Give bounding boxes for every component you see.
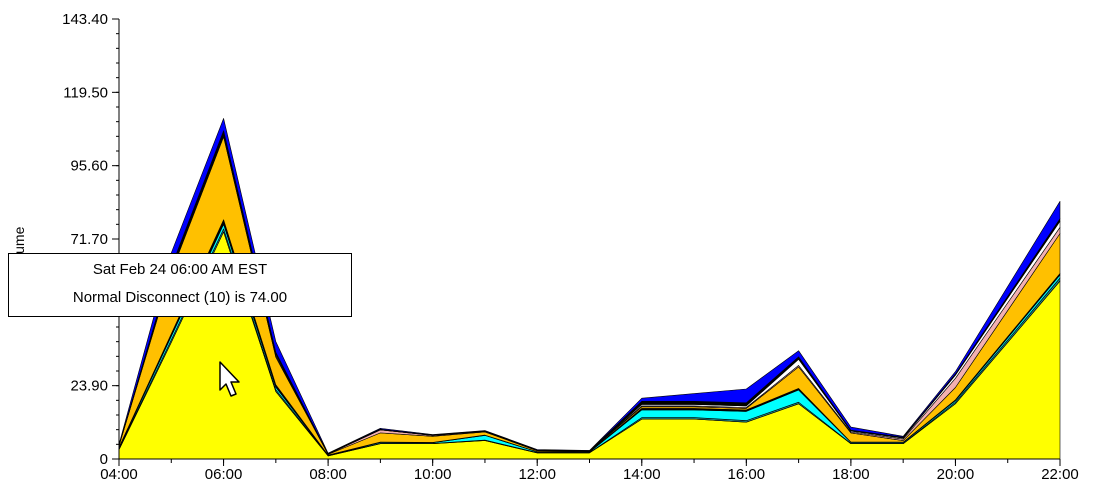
x-tick-label: 04:00: [100, 466, 138, 483]
x-tick-label: 10:00: [414, 466, 452, 483]
y-tick-label: 119.50: [63, 84, 108, 101]
x-tick-label: 08:00: [309, 466, 347, 483]
data-tooltip: Sat Feb 24 06:00 AM EST Normal Disconnec…: [8, 253, 352, 317]
x-tick-label: 12:00: [518, 466, 556, 483]
y-axis-ticks: 0 23.90 71.70 95.60 119.50 143.40: [62, 11, 119, 468]
x-tick-label: 22:00: [1041, 466, 1079, 483]
series-areas: [118, 118, 1061, 460]
y-tick-label: 23.90: [70, 378, 108, 395]
y-tick-label: 95.60: [70, 158, 108, 175]
series-area-9: [118, 118, 1061, 455]
y-tick-label: 0: [100, 451, 108, 468]
tooltip-text: Normal Disconnect (10) is 74.00: [72, 289, 288, 306]
mouse-pointer-icon: [219, 361, 240, 397]
x-tick-label: 14:00: [623, 466, 661, 483]
y-tick-label: 143.40: [62, 11, 108, 28]
x-tick-label: 16:00: [728, 466, 766, 483]
x-tick-label: 20:00: [937, 466, 975, 483]
x-tick-label: 18:00: [832, 466, 870, 483]
x-tick-label: 06:00: [205, 466, 243, 483]
y-tick-label: 71.70: [70, 231, 108, 248]
tooltip-title: Sat Feb 24 06:00 AM EST: [92, 261, 268, 278]
x-axis-ticks: 04:00 06:00 08:00 10:00 12:00 14:00 16:00 18:00…: [100, 459, 1079, 483]
